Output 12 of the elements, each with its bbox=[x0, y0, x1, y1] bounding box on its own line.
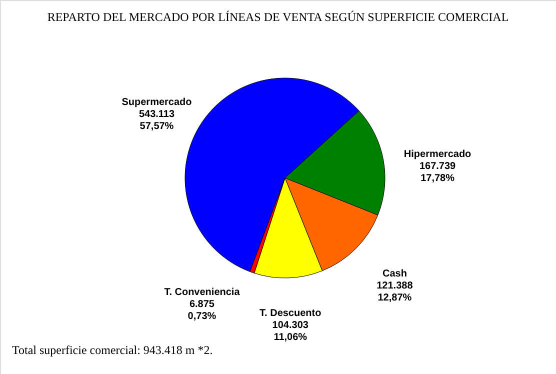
data-label: 121.388 12,87% bbox=[376, 280, 414, 304]
data-label: 104.303 11,06% bbox=[272, 320, 309, 343]
slice-label: Supermercado bbox=[122, 97, 192, 108]
data-label: 543.113 57,57% bbox=[138, 109, 175, 132]
slice-label: T. Descuento bbox=[260, 308, 322, 319]
slice-label: Cash bbox=[382, 268, 407, 280]
chart-title: REPARTO DEL MERCADO POR LÍNEAS DE VENTA SEGÚN SUPERFICIE COMERCIAL bbox=[47, 10, 509, 24]
data-label: 167.739 17,78% bbox=[419, 161, 456, 184]
text: Total superficie comercial: 943.418 m *2. bbox=[12, 343, 213, 357]
slice-label: Hipermercado bbox=[404, 149, 472, 160]
slice-label: T. Conveniencia bbox=[164, 287, 240, 298]
data-label: 6.875 0,73% bbox=[188, 299, 216, 322]
